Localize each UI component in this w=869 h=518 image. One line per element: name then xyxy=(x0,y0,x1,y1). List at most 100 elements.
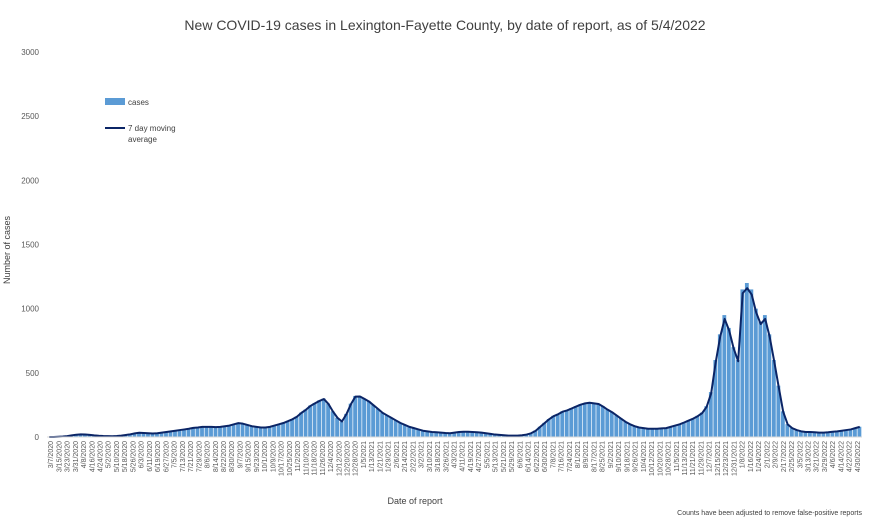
x-tick-label: 8/22/2020 xyxy=(221,441,228,472)
bar-cases xyxy=(155,433,159,437)
bar-cases xyxy=(303,409,308,437)
bar-cases xyxy=(137,432,141,437)
x-tick-label: 5/26/2020 xyxy=(130,441,137,472)
bar-cases xyxy=(438,432,443,437)
legend-swatch-cases xyxy=(105,98,125,105)
bar-cases xyxy=(816,432,821,437)
bar-cases xyxy=(254,426,258,437)
bar-cases xyxy=(159,432,164,437)
x-tick-label: 5/13/2021 xyxy=(493,441,500,472)
bar-cases xyxy=(371,404,376,437)
bar-cases xyxy=(384,415,389,437)
bar-cases xyxy=(726,327,731,437)
bar-cases xyxy=(294,416,299,437)
bar-cases xyxy=(825,432,830,437)
y-tick-label: 500 xyxy=(26,369,40,378)
bar-cases xyxy=(420,430,425,437)
bar-cases xyxy=(735,360,740,437)
bar-cases xyxy=(789,428,794,437)
x-tick-label: 7/16/2021 xyxy=(559,441,566,472)
bar-cases xyxy=(285,420,290,437)
x-tick-label: 6/19/2020 xyxy=(155,441,162,472)
x-tick-label: 2/9/2022 xyxy=(773,441,780,468)
x-tick-label: 4/19/2021 xyxy=(468,441,475,472)
bar-cases xyxy=(524,434,529,437)
x-tick-label: 11/21/2021 xyxy=(690,441,697,476)
bar-cases xyxy=(182,429,186,437)
x-tick-label: 5/18/2020 xyxy=(122,441,129,472)
x-tick-label: 3/2/2021 xyxy=(419,441,426,468)
bar-cases xyxy=(681,422,686,437)
bar-cases xyxy=(780,411,785,437)
x-tick-label: 2/1/2022 xyxy=(764,441,771,468)
bar-cases xyxy=(132,433,137,437)
x-tick-label: 3/5/2022 xyxy=(797,441,804,468)
x-tick-label: 3/29/2022 xyxy=(822,441,829,472)
y-axis-title: Number of cases xyxy=(2,215,12,284)
x-tick-label: 4/8/2020 xyxy=(81,441,88,468)
bar-cases xyxy=(362,398,367,437)
x-tick-label: 4/3/2021 xyxy=(452,441,459,468)
bar-cases xyxy=(551,415,556,437)
bar-cases xyxy=(488,433,493,437)
bar-cases xyxy=(749,289,754,437)
footnote: Counts have been adjusted to remove fals… xyxy=(677,510,862,517)
y-tick-label: 0 xyxy=(35,433,40,442)
bar-cases xyxy=(807,431,812,437)
x-tick-label: 5/21/2021 xyxy=(501,441,508,472)
y-tick-label: 1500 xyxy=(21,241,39,250)
bar-cases xyxy=(632,426,637,437)
bar-cases xyxy=(231,424,236,437)
x-tick-label: 12/28/2020 xyxy=(353,441,360,476)
x-tick-label: 8/17/2021 xyxy=(591,441,598,472)
x-tick-label: 5/2/2020 xyxy=(106,441,113,468)
x-tick-label: 9/26/2021 xyxy=(633,441,640,472)
bar-cases xyxy=(821,432,826,437)
x-tick-label: 3/15/2020 xyxy=(56,441,63,472)
bar-cases xyxy=(560,411,565,437)
bar-cases xyxy=(771,360,776,437)
x-tick-label: 2/25/2022 xyxy=(789,441,796,472)
bar-cases xyxy=(218,426,222,437)
bar-cases xyxy=(78,434,83,437)
bar-cases xyxy=(191,427,195,437)
bar-cases xyxy=(308,405,312,437)
bar-cases xyxy=(731,347,736,437)
bar-cases xyxy=(830,431,835,437)
bar-cases xyxy=(483,433,488,437)
bar-cases xyxy=(434,432,439,437)
x-tick-label: 3/31/2020 xyxy=(73,441,80,472)
x-tick-label: 11/2/2020 xyxy=(295,441,302,472)
bar-cases xyxy=(83,434,87,437)
bar-cases xyxy=(317,400,321,437)
x-tick-label: 11/13/2021 xyxy=(682,441,689,476)
x-tick-label: 4/27/2021 xyxy=(476,441,483,472)
x-tick-label: 3/18/2021 xyxy=(435,441,442,472)
bar-cases xyxy=(443,432,448,437)
bar-cases xyxy=(128,434,132,437)
bar-cases xyxy=(839,430,844,437)
bar-cases xyxy=(600,406,605,437)
bar-cases xyxy=(326,403,330,437)
x-tick-label: 10/1/2020 xyxy=(262,441,269,472)
x-tick-label: 2/14/2021 xyxy=(402,441,409,472)
bar-cases xyxy=(236,422,240,437)
x-tick-label: 5/29/2021 xyxy=(509,441,516,472)
bar-cases xyxy=(546,419,551,437)
bar-cases xyxy=(744,283,749,437)
bar-cases xyxy=(312,402,317,437)
bar-cases xyxy=(465,431,470,437)
x-tick-label: 6/14/2021 xyxy=(526,441,533,472)
bar-cases xyxy=(375,408,380,437)
bar-cases xyxy=(299,412,303,437)
x-tick-label: 3/23/2020 xyxy=(65,441,72,472)
bar-cases xyxy=(227,425,231,437)
x-tick-label: 11/5/2021 xyxy=(674,441,681,472)
x-tick-label: 10/17/2020 xyxy=(279,441,286,476)
chart-title: New COVID-19 cases in Lexington-Fayette … xyxy=(184,17,705,33)
x-tick-label: 9/10/2021 xyxy=(616,441,623,472)
x-axis-ticks: 3/7/2020 3/15/2020 3/23/2020 3/31/2020 4/8/2… xyxy=(48,441,862,476)
bar-cases xyxy=(258,427,263,438)
bar-cases xyxy=(852,428,857,437)
bar-cases xyxy=(555,413,560,437)
